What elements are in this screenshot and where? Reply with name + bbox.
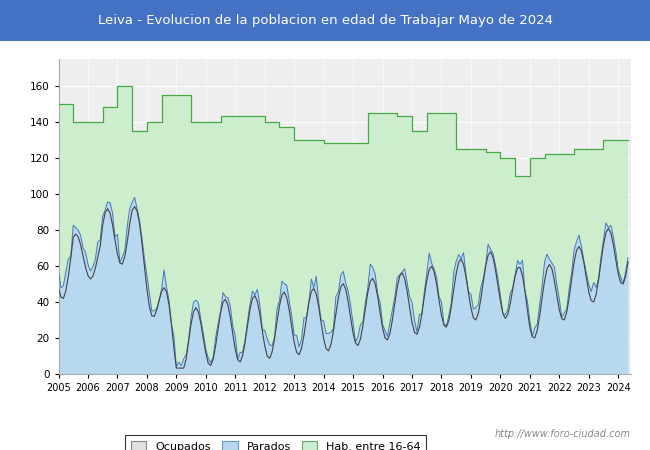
Text: Leiva - Evolucion de la poblacion en edad de Trabajar Mayo de 2024: Leiva - Evolucion de la poblacion en eda…: [98, 14, 552, 27]
Text: http://www.foro-ciudad.com: http://www.foro-ciudad.com: [495, 429, 630, 439]
Legend: Ocupados, Parados, Hab. entre 16-64: Ocupados, Parados, Hab. entre 16-64: [125, 436, 426, 450]
